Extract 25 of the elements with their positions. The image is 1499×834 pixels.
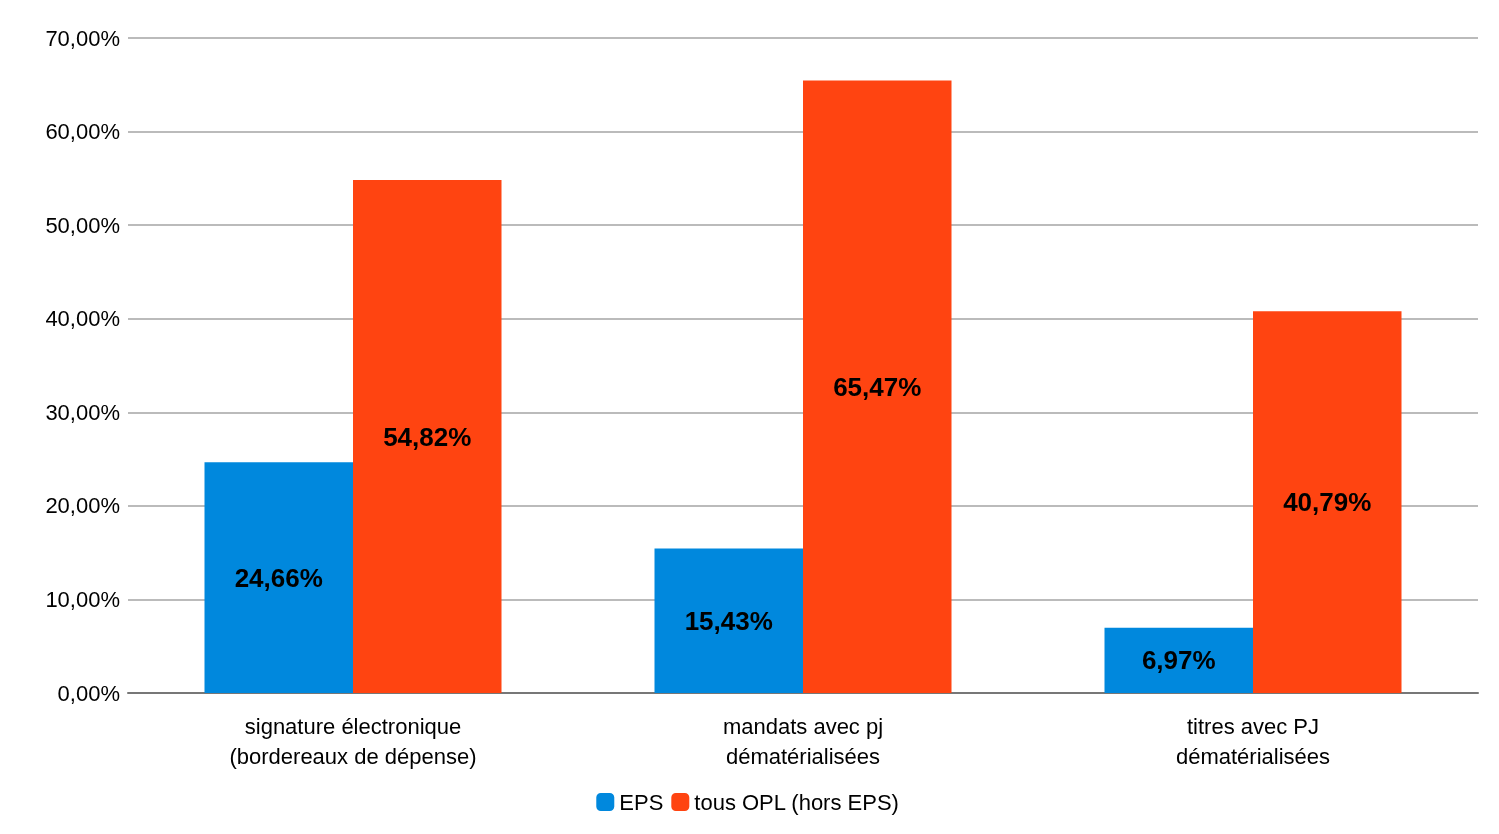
y-tick-label: 70,00% xyxy=(45,25,120,51)
y-tick-label: 20,00% xyxy=(45,493,120,519)
x-tick-label: signature électronique (bordereaux de dépense) xyxy=(229,713,477,769)
y-tick-label: 30,00% xyxy=(45,399,120,425)
y-tick-label: 10,00% xyxy=(45,586,120,612)
data-label: 40,79% xyxy=(1283,487,1372,518)
bar xyxy=(353,180,502,693)
y-tick-label: 0,00% xyxy=(57,680,120,706)
x-tick-label: mandats avec pj dématérialisées xyxy=(722,713,884,769)
y-tick-label: 50,00% xyxy=(45,212,120,238)
bar xyxy=(803,80,952,693)
y-tick-label: 40,00% xyxy=(45,306,120,332)
bar xyxy=(1104,627,1253,693)
x-tick-label: titres avec PJ dématérialisées xyxy=(1175,713,1331,769)
data-label: 65,47% xyxy=(833,371,922,402)
bar xyxy=(654,548,803,693)
legend-label: EPS xyxy=(619,789,664,815)
bar xyxy=(1253,311,1402,693)
bar xyxy=(204,462,353,693)
data-label: 6,97% xyxy=(1141,645,1216,676)
data-label: 24,66% xyxy=(234,562,323,593)
data-label: 54,82% xyxy=(383,421,472,452)
y-tick-label: 60,00% xyxy=(45,119,120,145)
legend-label: tous OPL (hors EPS) xyxy=(694,789,899,815)
data-label: 15,43% xyxy=(684,605,773,636)
